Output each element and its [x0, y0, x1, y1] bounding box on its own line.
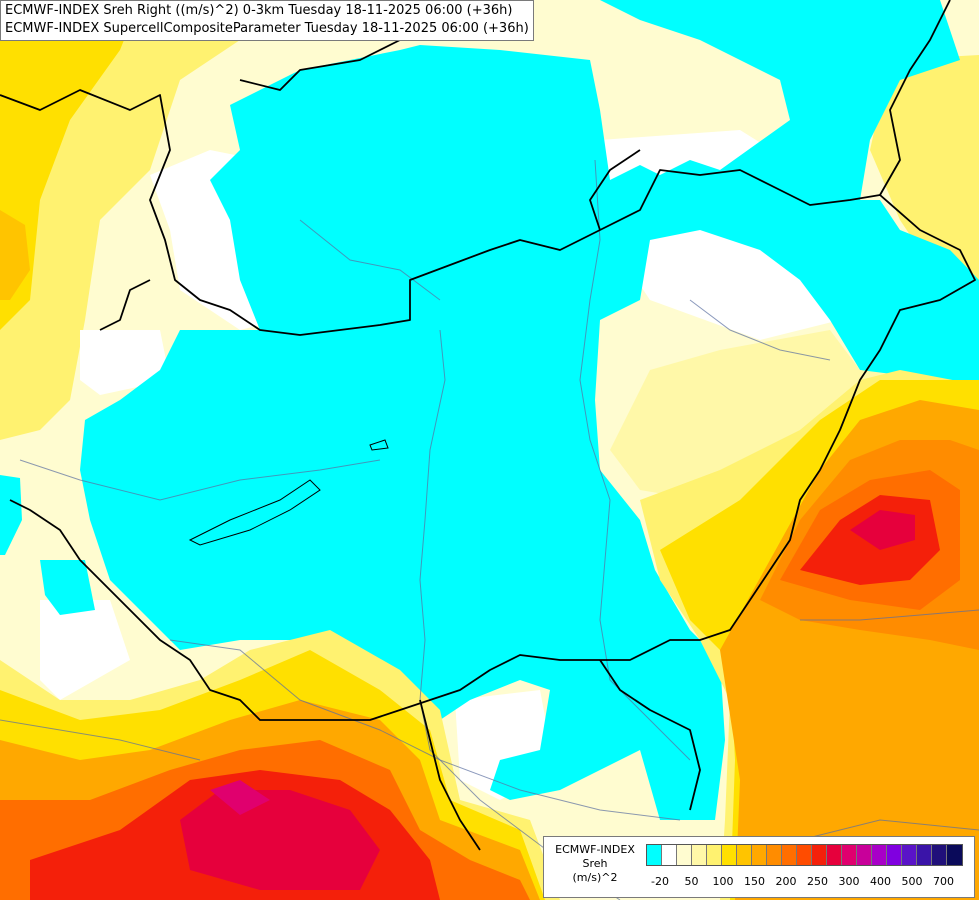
south-crimson-core [180, 790, 380, 890]
legend-tick-label: 150 [744, 875, 765, 888]
legend-swatch [917, 845, 932, 865]
map-title-box: ECMWF-INDEX Sreh Right ((m/s)^2) 0-3km T… [0, 0, 534, 41]
legend-swatch [842, 845, 857, 865]
south-magenta-core [210, 780, 270, 815]
cyan-west-strip [0, 475, 22, 555]
legend-swatch [752, 845, 767, 865]
east-crimson-core [850, 510, 915, 550]
legend-line-2: Sreh [582, 857, 608, 870]
legend-swatch [947, 845, 962, 865]
legend-swatch [872, 845, 887, 865]
legend-swatch [767, 845, 782, 865]
legend-caption: ECMWF-INDEX Sreh (m/s)^2 [546, 843, 644, 885]
title-line-2: ECMWF-INDEX SupercellCompositeParameter … [5, 21, 529, 36]
legend-tick-label: 250 [807, 875, 828, 888]
legend-swatch [722, 845, 737, 865]
legend-tick-label: 400 [870, 875, 891, 888]
legend-swatch [692, 845, 707, 865]
cyan-central-region [80, 0, 979, 820]
west-gold-zone [0, 0, 140, 330]
lake-small [369, 439, 389, 451]
legend-line-3: (m/s)^2 [572, 871, 618, 884]
legend-swatch [707, 845, 722, 865]
legend-swatch [677, 845, 692, 865]
white-patch-southwest [40, 600, 130, 700]
legend-swatch [902, 845, 917, 865]
legend-line-1: ECMWF-INDEX [555, 843, 635, 856]
legend-tick-label: 300 [838, 875, 860, 888]
legend-swatch [662, 845, 677, 865]
legend-swatch [647, 845, 662, 865]
lake-balaton [188, 479, 321, 546]
legend-swatch [797, 845, 812, 865]
legend-swatch [737, 845, 752, 865]
legend-swatch [887, 845, 902, 865]
legend-swatch [857, 845, 872, 865]
rivers [0, 159, 979, 900]
legend-color-bar [646, 844, 963, 866]
legend-swatch [812, 845, 827, 865]
legend-tick-label: 700 [933, 875, 954, 888]
west-amber-spot [0, 210, 30, 300]
title-line-1: ECMWF-INDEX Sreh Right ((m/s)^2) 0-3km T… [5, 3, 513, 18]
legend-tick-label: 50 [684, 875, 699, 888]
white-patch-west [80, 330, 170, 395]
cyan-west-blob [40, 560, 95, 615]
legend-swatch [827, 845, 842, 865]
legend-swatch [932, 845, 947, 865]
legend-tick-label: 500 [901, 875, 923, 888]
legend-tick-label: 100 [712, 875, 734, 888]
legend-tick-label: -20 [651, 875, 669, 888]
legend-swatch [782, 845, 797, 865]
northeast-yellow-zone [870, 55, 979, 290]
color-legend: ECMWF-INDEX Sreh (m/s)^2 -20 50 100 150 200 2… [543, 836, 975, 898]
country-borders [0, 0, 976, 851]
legend-tick-label: 200 [775, 875, 797, 888]
